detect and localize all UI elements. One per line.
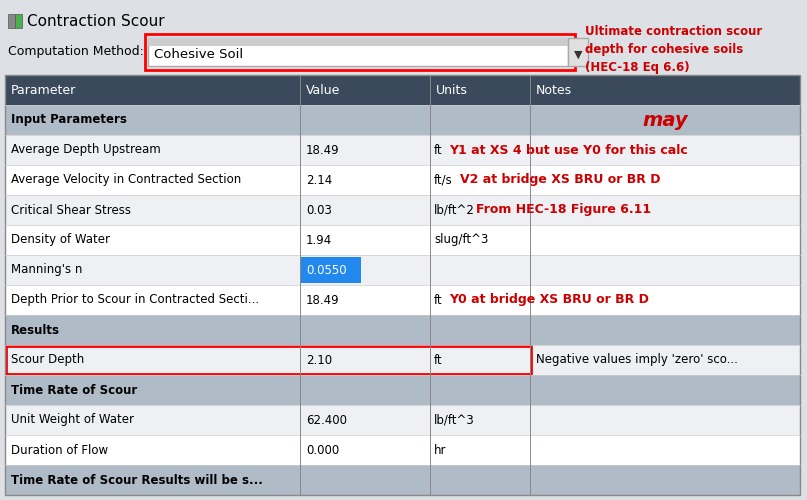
- Bar: [15, 14, 22, 28]
- Text: Average Velocity in Contracted Section: Average Velocity in Contracted Section: [11, 174, 241, 186]
- Bar: [148, 38, 568, 46]
- Text: Manning's n: Manning's n: [11, 264, 82, 276]
- Text: Critical Shear Stress: Critical Shear Stress: [11, 204, 131, 216]
- Text: Time Rate of Scour Results will be s...: Time Rate of Scour Results will be s...: [11, 474, 263, 486]
- Text: Negative values imply 'zero' sco...: Negative values imply 'zero' sco...: [536, 354, 738, 366]
- Text: 0.03: 0.03: [306, 204, 332, 216]
- Bar: [5, 315, 800, 345]
- Text: Contraction Scour: Contraction Scour: [27, 14, 165, 28]
- Text: Parameter: Parameter: [11, 84, 76, 96]
- Text: lb/ft^2: lb/ft^2: [434, 204, 475, 216]
- Bar: [148, 38, 568, 66]
- Text: ft: ft: [434, 354, 442, 366]
- Bar: [5, 285, 800, 315]
- Text: Cohesive Soil: Cohesive Soil: [154, 48, 243, 62]
- Text: Computation Method:: Computation Method:: [8, 46, 144, 59]
- Text: Results: Results: [11, 324, 60, 336]
- Text: ft: ft: [434, 294, 442, 306]
- Text: Density of Water: Density of Water: [11, 234, 110, 246]
- Bar: [5, 345, 800, 375]
- Bar: [5, 225, 800, 255]
- Text: Units: Units: [436, 84, 468, 96]
- Bar: [5, 165, 800, 195]
- Bar: [5, 105, 800, 135]
- Text: Ultimate contraction scour
depth for cohesive soils
(HEC-18 Eq 6.6): Ultimate contraction scour depth for coh…: [585, 25, 763, 74]
- Text: 18.49: 18.49: [306, 144, 340, 156]
- Text: ▼: ▼: [574, 50, 582, 60]
- Text: ft/s: ft/s: [434, 174, 453, 186]
- Text: Average Depth Upstream: Average Depth Upstream: [11, 144, 161, 156]
- Text: From HEC-18 Figure 6.11: From HEC-18 Figure 6.11: [476, 204, 651, 216]
- Text: V2 at bridge XS BRU or BR D: V2 at bridge XS BRU or BR D: [460, 174, 660, 186]
- Bar: [5, 135, 800, 165]
- Text: Y1 at XS 4 but use Y0 for this calc: Y1 at XS 4 but use Y0 for this calc: [449, 144, 688, 156]
- Bar: [5, 75, 800, 495]
- Bar: [6, 346, 531, 374]
- Text: Notes: Notes: [536, 84, 572, 96]
- Text: hr: hr: [434, 444, 446, 456]
- Bar: [8, 14, 15, 28]
- Text: 0.0550: 0.0550: [306, 264, 347, 276]
- Text: lb/ft^3: lb/ft^3: [434, 414, 475, 426]
- Text: Time Rate of Scour: Time Rate of Scour: [11, 384, 137, 396]
- Bar: [5, 405, 800, 435]
- Text: Duration of Flow: Duration of Flow: [11, 444, 108, 456]
- Text: Input Parameters: Input Parameters: [11, 114, 127, 126]
- Text: ft: ft: [434, 144, 442, 156]
- Bar: [5, 465, 800, 495]
- Bar: [5, 435, 800, 465]
- Text: 2.10: 2.10: [306, 354, 332, 366]
- Bar: [5, 195, 800, 225]
- Bar: [5, 75, 800, 105]
- Text: Unit Weight of Water: Unit Weight of Water: [11, 414, 134, 426]
- Text: Depth Prior to Scour in Contracted Secti...: Depth Prior to Scour in Contracted Secti…: [11, 294, 259, 306]
- Bar: [568, 38, 588, 66]
- Bar: [301, 257, 361, 283]
- Text: slug/ft^3: slug/ft^3: [434, 234, 488, 246]
- Bar: [5, 375, 800, 405]
- Text: Scour Depth: Scour Depth: [11, 354, 84, 366]
- Text: Value: Value: [306, 84, 341, 96]
- Text: Y0 at bridge XS BRU or BR D: Y0 at bridge XS BRU or BR D: [449, 294, 649, 306]
- Text: 1.94: 1.94: [306, 234, 332, 246]
- Text: 62.400: 62.400: [306, 414, 347, 426]
- Text: 2.14: 2.14: [306, 174, 332, 186]
- Text: 0.000: 0.000: [306, 444, 339, 456]
- Text: may: may: [642, 110, 688, 130]
- Text: 18.49: 18.49: [306, 294, 340, 306]
- Bar: [5, 255, 800, 285]
- Bar: [145, 34, 575, 70]
